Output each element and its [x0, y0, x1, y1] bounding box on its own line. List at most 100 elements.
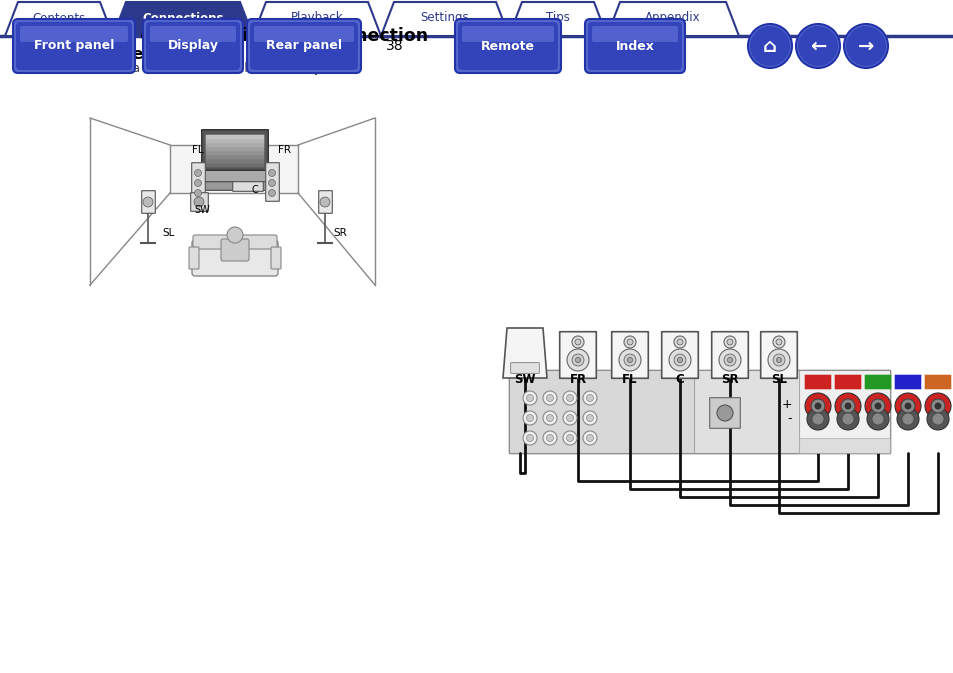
Text: -: -: [786, 413, 791, 425]
Circle shape: [836, 408, 858, 430]
FancyBboxPatch shape: [196, 170, 273, 184]
Text: □ 5.1-channel: □ 5.1-channel: [22, 46, 149, 61]
Circle shape: [542, 391, 557, 405]
Circle shape: [268, 170, 275, 176]
Circle shape: [723, 336, 735, 348]
FancyBboxPatch shape: [455, 19, 560, 73]
Circle shape: [719, 349, 740, 371]
Polygon shape: [502, 328, 546, 378]
Circle shape: [726, 339, 732, 345]
Circle shape: [626, 339, 633, 345]
FancyBboxPatch shape: [193, 235, 276, 249]
Circle shape: [896, 408, 918, 430]
Circle shape: [926, 408, 948, 430]
FancyBboxPatch shape: [509, 371, 695, 454]
FancyBboxPatch shape: [694, 371, 800, 454]
Circle shape: [542, 411, 557, 425]
FancyBboxPatch shape: [16, 22, 132, 70]
Circle shape: [522, 411, 537, 425]
Circle shape: [844, 403, 850, 409]
FancyBboxPatch shape: [611, 332, 648, 378]
Circle shape: [566, 415, 573, 421]
Text: C: C: [675, 373, 683, 386]
FancyBboxPatch shape: [143, 19, 243, 73]
Circle shape: [546, 435, 553, 441]
Text: FR: FR: [278, 145, 292, 155]
FancyBboxPatch shape: [711, 332, 747, 378]
FancyBboxPatch shape: [592, 26, 678, 42]
Text: ⌂: ⌂: [762, 36, 776, 55]
Text: This serves as a basic 5.1-channel surround system.: This serves as a basic 5.1-channel surro…: [45, 62, 355, 75]
Circle shape: [668, 349, 690, 371]
Circle shape: [623, 336, 636, 348]
FancyBboxPatch shape: [191, 192, 208, 211]
Circle shape: [194, 190, 201, 197]
FancyBboxPatch shape: [206, 147, 264, 151]
Circle shape: [795, 24, 840, 68]
Circle shape: [870, 399, 884, 413]
Polygon shape: [112, 2, 253, 36]
Text: Front panel: Front panel: [33, 40, 114, 52]
FancyBboxPatch shape: [206, 159, 264, 164]
Circle shape: [776, 357, 781, 363]
Text: Connections: Connections: [142, 11, 224, 24]
Circle shape: [797, 26, 837, 66]
Circle shape: [874, 403, 880, 409]
Circle shape: [546, 415, 553, 421]
Circle shape: [526, 415, 533, 421]
FancyBboxPatch shape: [221, 239, 249, 261]
Circle shape: [677, 339, 682, 345]
FancyBboxPatch shape: [760, 332, 797, 378]
FancyBboxPatch shape: [206, 163, 264, 168]
FancyBboxPatch shape: [206, 151, 264, 155]
Circle shape: [811, 413, 823, 425]
Circle shape: [586, 435, 593, 441]
Circle shape: [931, 413, 943, 425]
Circle shape: [930, 399, 944, 413]
FancyBboxPatch shape: [587, 22, 681, 70]
Circle shape: [845, 26, 885, 66]
Circle shape: [575, 339, 580, 345]
Text: ■ Standard configuration and connection: ■ Standard configuration and connection: [22, 27, 428, 45]
Polygon shape: [380, 2, 509, 36]
Circle shape: [894, 393, 920, 419]
Polygon shape: [5, 2, 112, 36]
Circle shape: [542, 431, 557, 445]
Circle shape: [934, 403, 940, 409]
FancyBboxPatch shape: [193, 182, 277, 190]
Circle shape: [268, 180, 275, 186]
Text: FL: FL: [192, 145, 204, 155]
Circle shape: [582, 411, 597, 425]
Polygon shape: [170, 145, 297, 193]
Circle shape: [562, 411, 577, 425]
Circle shape: [268, 190, 275, 197]
Circle shape: [843, 24, 887, 68]
Circle shape: [194, 170, 201, 176]
Circle shape: [814, 403, 821, 409]
Circle shape: [227, 227, 243, 243]
Text: C: C: [252, 185, 258, 195]
Circle shape: [924, 393, 950, 419]
FancyBboxPatch shape: [189, 247, 199, 269]
FancyBboxPatch shape: [247, 19, 360, 73]
Text: Rear panel: Rear panel: [266, 40, 341, 52]
Text: Tips: Tips: [545, 11, 569, 24]
Circle shape: [562, 431, 577, 445]
Circle shape: [772, 336, 784, 348]
Text: +: +: [781, 398, 791, 411]
Circle shape: [582, 391, 597, 405]
FancyBboxPatch shape: [150, 26, 235, 42]
FancyBboxPatch shape: [799, 371, 889, 454]
Circle shape: [841, 399, 854, 413]
Text: Index: Index: [615, 40, 654, 52]
Circle shape: [575, 357, 579, 363]
FancyBboxPatch shape: [834, 375, 861, 389]
FancyBboxPatch shape: [206, 143, 264, 147]
FancyBboxPatch shape: [318, 190, 332, 213]
Circle shape: [566, 394, 573, 402]
Circle shape: [522, 391, 537, 405]
Circle shape: [804, 393, 830, 419]
Text: Playback: Playback: [291, 11, 343, 24]
FancyBboxPatch shape: [894, 375, 921, 389]
Circle shape: [586, 394, 593, 402]
